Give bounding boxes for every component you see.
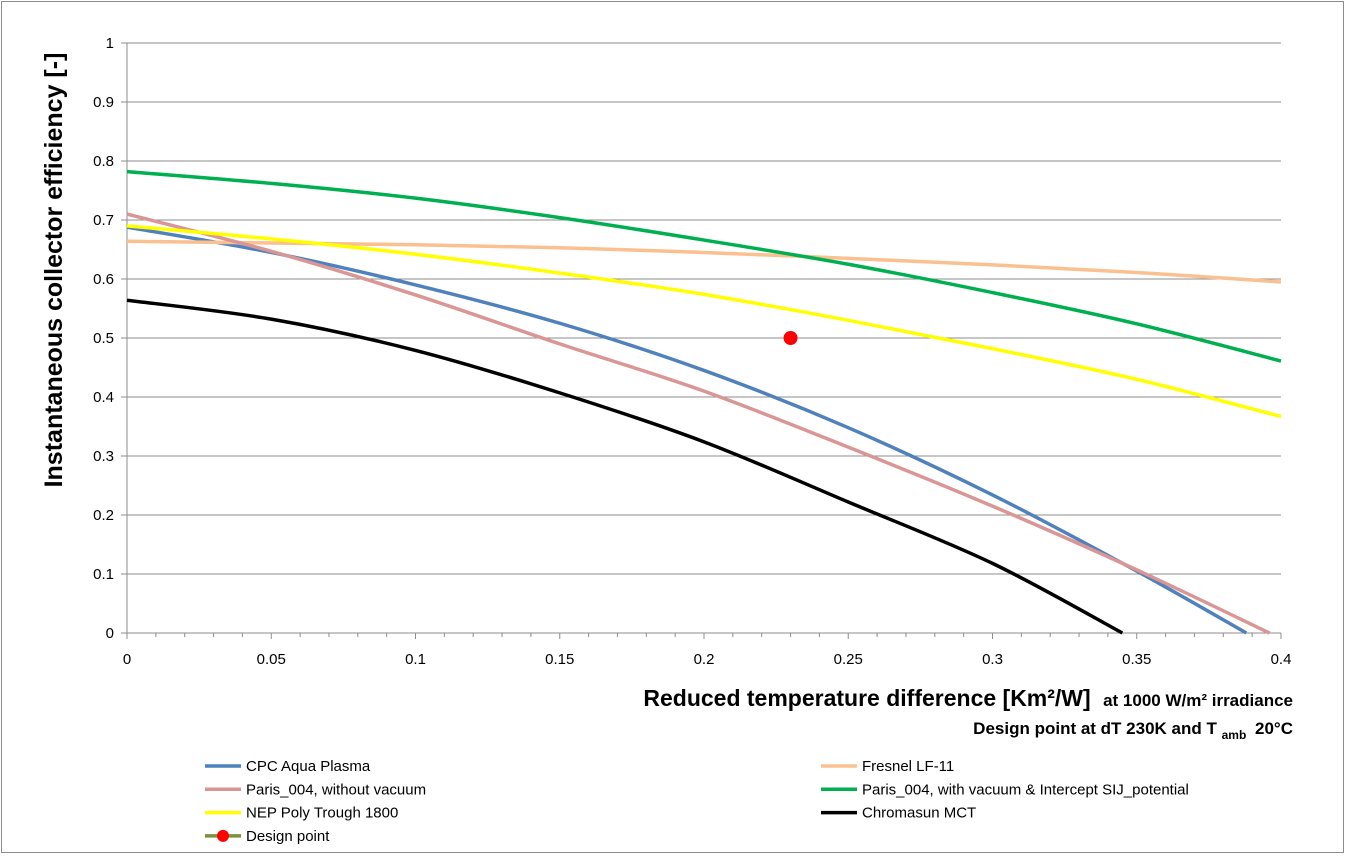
y-tick-label: 0.2 (93, 507, 114, 524)
subtitle-subscript: amb (1222, 728, 1247, 742)
series-line-1 (126, 239, 1282, 284)
y-tick-label: 0.5 (93, 330, 114, 347)
subtitle: Design point at dT 230K and T amb 20°C (973, 719, 1293, 743)
series-line-0 (126, 225, 1248, 635)
axes: 0 0.1 0.2 0.3 0.4 0.5 0.6 0.7 0.8 0.9 1 0 0.05 0.1 0.1… (93, 35, 1291, 668)
y-tick-label: 0.8 (93, 153, 114, 170)
legend-swatch-marker (217, 829, 229, 842)
x-axis-label: Reduced temperature difference [Km²/W] (643, 685, 1090, 711)
legend: CPC Aqua Plasma Fresnel LF-11 Paris_004, w… (205, 758, 1189, 845)
x-tick-label: 0.1 (405, 651, 426, 668)
legend-label: Fresnel LF-11 (862, 758, 954, 775)
x-tick-label: 0.25 (834, 651, 863, 668)
legend-label: CPC Aqua Plasma (246, 758, 371, 775)
x-tick-label: 0.35 (1122, 651, 1151, 668)
y-tick-label: 0.9 (93, 94, 114, 111)
y-tick-label: 0.6 (93, 271, 114, 288)
x-axis-label-suffix: at 1000 W/m² irradiance (1103, 691, 1293, 710)
x-tick-label: 0.05 (257, 651, 286, 668)
legend-label: Chromasun MCT (862, 805, 976, 822)
y-tick-label: 1 (106, 35, 114, 52)
subtitle-prefix: Design point at dT 230K and T (973, 719, 1217, 738)
legend-label: NEP Poly Trough 1800 (246, 805, 398, 822)
x-tick-label: 0.2 (694, 651, 715, 668)
legend-label: Paris_004, with vacuum & Intercept SIJ_p… (862, 781, 1189, 798)
series-line-4 (126, 224, 1282, 419)
x-tick-label: 0.4 (1271, 651, 1292, 668)
y-tick-label: 0.1 (93, 566, 114, 583)
design-point-marker (783, 331, 798, 345)
series-line-3 (126, 169, 1282, 363)
series-line-5 (126, 298, 1124, 635)
series-lines (126, 169, 1282, 635)
series-line-2 (126, 212, 1271, 635)
y-axis-label: Instantaneous collector efficiency [-] (40, 53, 68, 488)
x-tick-label: 0.3 (982, 651, 1003, 668)
x-tick-label: 0 (123, 651, 131, 668)
legend-label: Paris_004, without vacuum (246, 781, 426, 798)
y-tick-label: 0 (106, 625, 114, 642)
y-tick-label: 0.3 (93, 448, 114, 465)
y-tick-label: 0.4 (93, 389, 114, 406)
x-tick-label: 0.15 (545, 651, 574, 668)
subtitle-suffix: 20°C (1255, 719, 1293, 738)
y-tick-label: 0.7 (93, 212, 114, 229)
x-axis-label-line: Reduced temperature difference [Km²/W] a… (643, 685, 1293, 711)
design-point-layer (783, 331, 798, 345)
legend-label: Design point (246, 828, 330, 845)
gridlines (127, 42, 1281, 575)
